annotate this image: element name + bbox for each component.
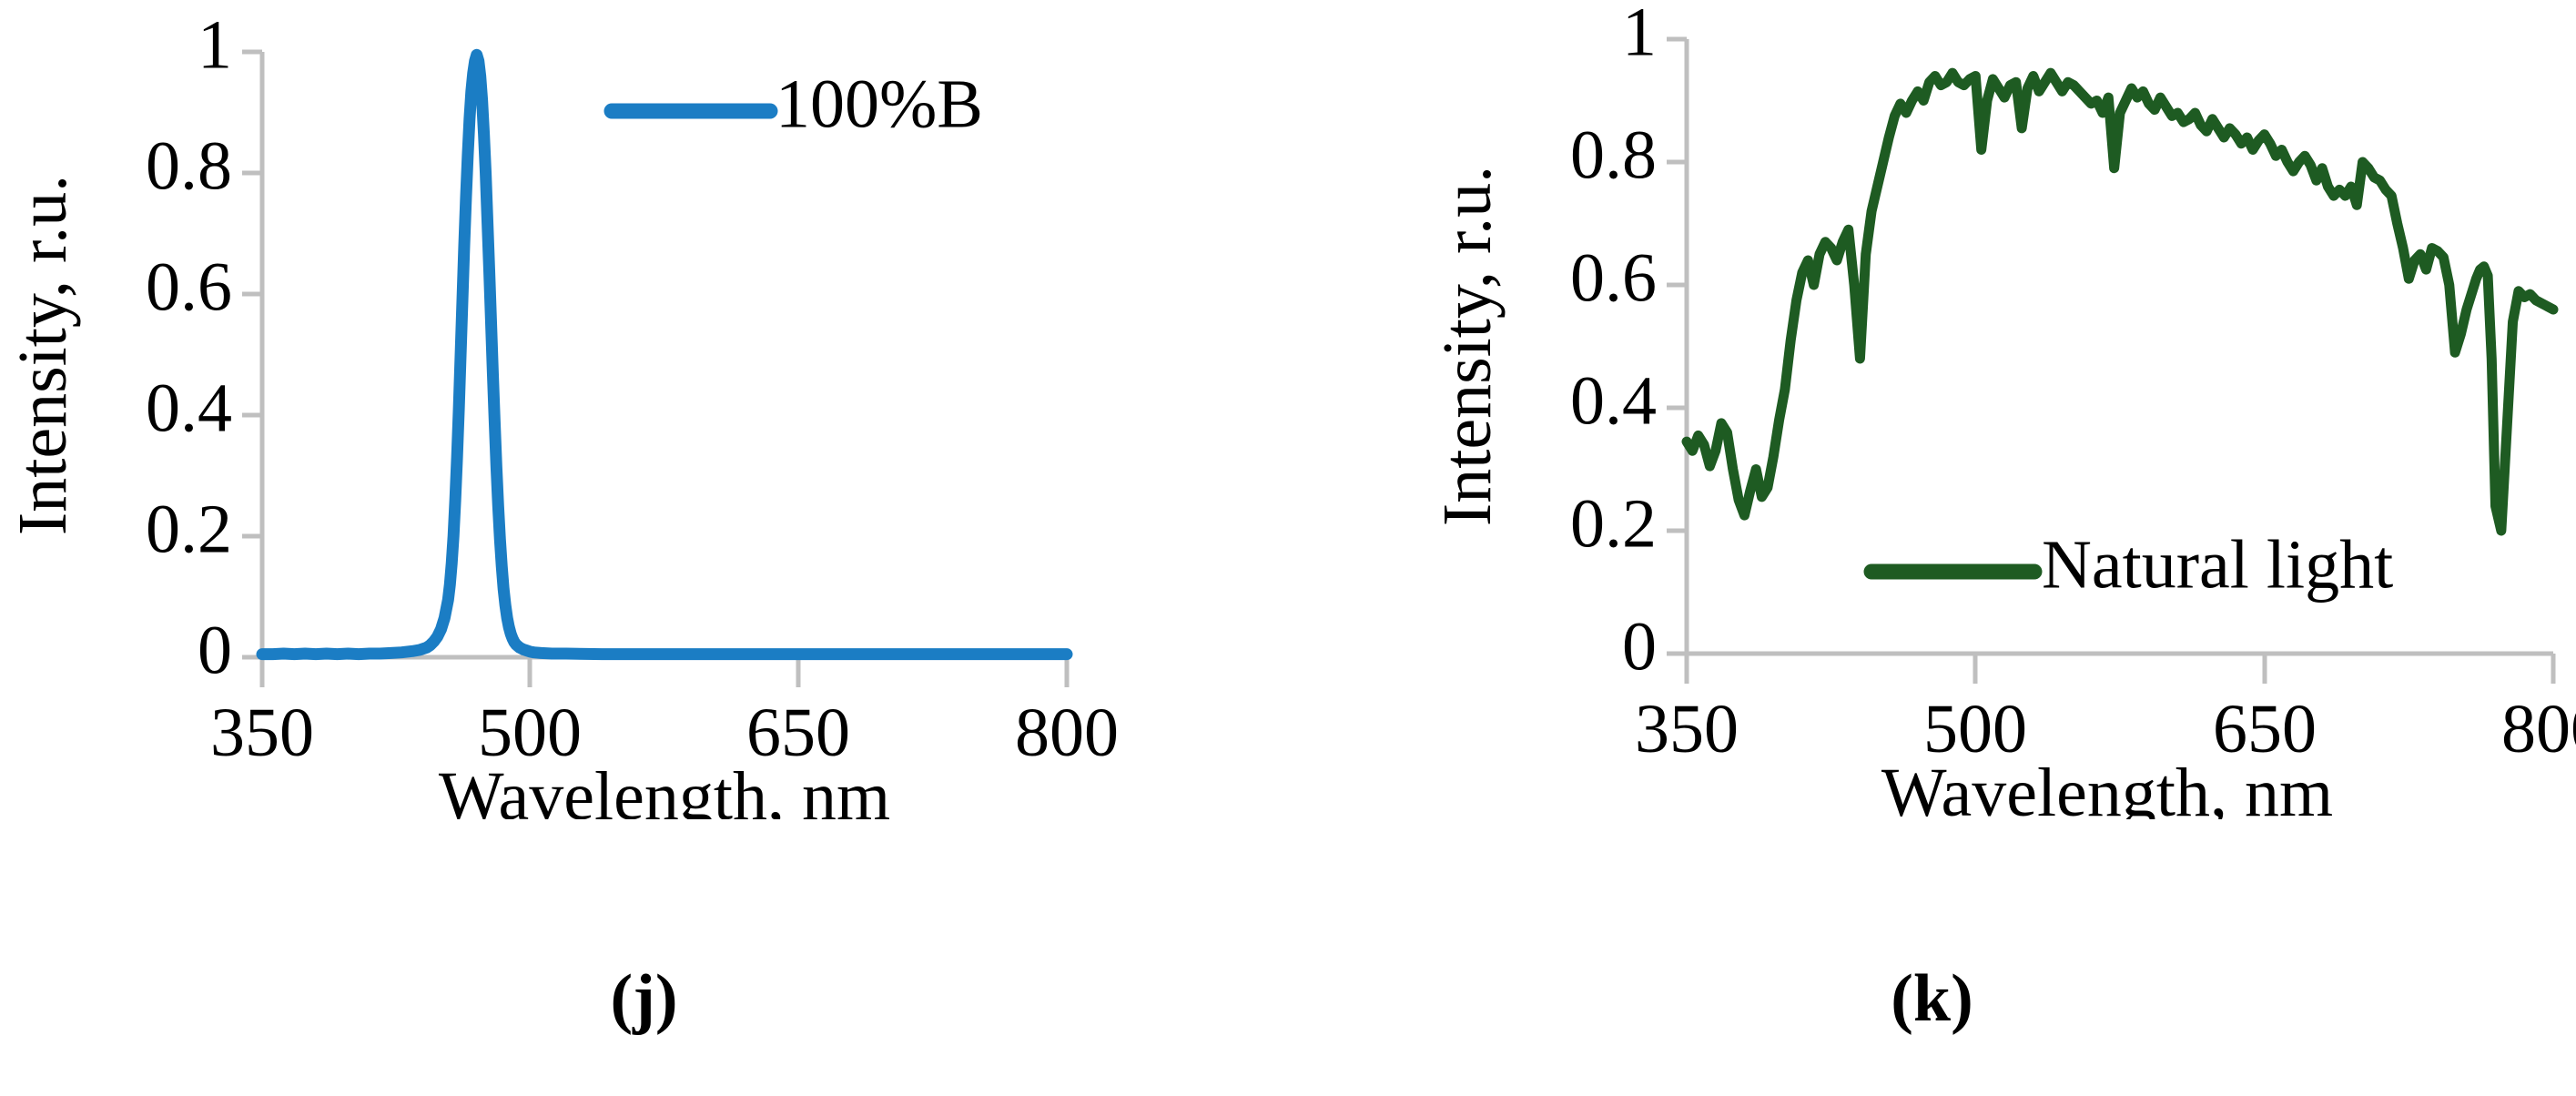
- spectrum-chart-k: 1 0.8 0.6 0.4 0.2 0: [1429, 0, 2576, 819]
- legend-label: Natural light: [2042, 526, 2393, 603]
- legend-j: 100%B: [603, 66, 983, 142]
- x-tick-label: 800: [2501, 691, 2576, 767]
- y-tick-label: 0.2: [146, 491, 232, 567]
- y-tick-label: 1: [1622, 0, 1657, 70]
- x-tick-label: 350: [1635, 691, 1739, 767]
- x-tick-label: 500: [1923, 691, 2027, 767]
- y-axis-title-k: Intensity, r.u.: [1429, 166, 1506, 526]
- chart-panel-k: 1 0.8 0.6 0.4 0.2 0: [1288, 0, 2576, 1096]
- y-axis-ticks-k: 1 0.8 0.6 0.4 0.2 0: [1570, 0, 1657, 685]
- x-axis-ticks-j: 350 500 650 800: [210, 695, 1119, 771]
- y-tick-label: 0: [1622, 608, 1657, 685]
- y-tick-label: 0.8: [1570, 117, 1657, 193]
- x-tick-label: 800: [1015, 695, 1119, 771]
- x-axis-title-k: Wavelength, nm: [1881, 755, 2333, 819]
- y-tick-label: 0.6: [1570, 239, 1657, 316]
- x-tick-label: 650: [2213, 691, 2317, 767]
- panel-caption-j: (j): [610, 961, 678, 1036]
- plot-area-k: 1 0.8 0.6 0.4 0.2 0: [1288, 0, 2576, 819]
- y-tick-label: 0.6: [146, 249, 232, 325]
- chart-panel-j: 1 0.8 0.6 0.4 0.2 0: [0, 0, 1288, 1036]
- legend-label: 100%B: [776, 66, 983, 142]
- y-axis-title-j: Intensity, r.u.: [5, 175, 81, 535]
- x-tick-label: 350: [210, 695, 314, 771]
- x-tick-label: 500: [478, 695, 582, 771]
- plot-area-j: 1 0.8 0.6 0.4 0.2 0: [0, 0, 1288, 819]
- y-tick-label: 0.4: [146, 370, 232, 446]
- y-tick-label: 0: [198, 612, 232, 688]
- x-axis-title-j: Wavelength, nm: [439, 758, 890, 819]
- legend-k: Natural light: [1863, 526, 2393, 603]
- axes-k: [1667, 36, 2556, 684]
- y-tick-label: 0.4: [1570, 362, 1657, 439]
- panel-caption-k: (k): [1891, 961, 1973, 1036]
- x-axis-ticks-k: 350 500 650 800: [1635, 691, 2576, 767]
- y-tick-label: 0.2: [1570, 485, 1657, 562]
- series-line-100pct-b: [256, 48, 1073, 661]
- y-axis-ticks-j: 1 0.8 0.6 0.4 0.2 0: [146, 6, 232, 688]
- y-tick-label: 0.8: [146, 127, 232, 204]
- series-line-natural-light: [1681, 67, 2559, 536]
- spectrum-chart-j: 1 0.8 0.6 0.4 0.2 0: [5, 6, 1119, 819]
- axes-j: [242, 49, 1070, 687]
- x-tick-label: 650: [746, 695, 850, 771]
- y-tick-label: 1: [198, 6, 232, 83]
